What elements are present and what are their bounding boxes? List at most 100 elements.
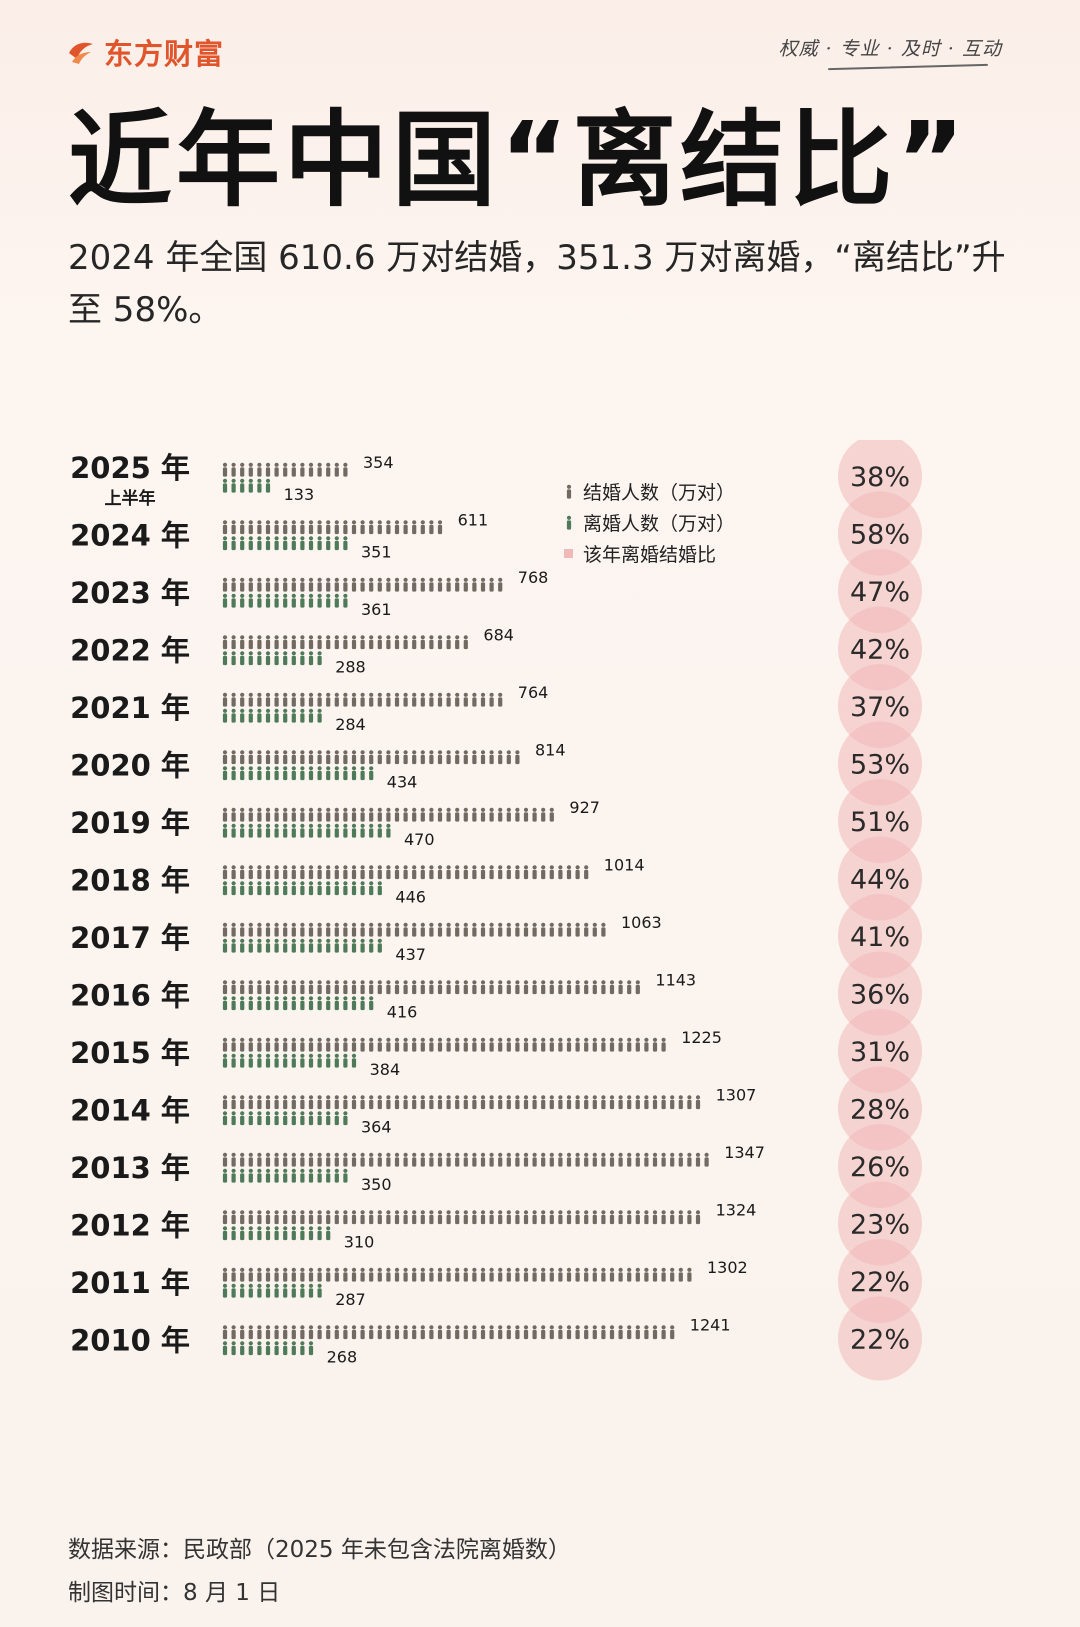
- marriage-person-icon: [661, 1267, 666, 1282]
- marriage-person-icon: [386, 1037, 391, 1052]
- marriage-person-icon: [609, 1037, 615, 1052]
- marriage-person-icon: [627, 1325, 632, 1340]
- marriage-person-icon: [403, 577, 408, 592]
- marriage-person-icon: [498, 980, 503, 995]
- marriage-person-icon: [429, 922, 434, 937]
- marriage-person-icon: [446, 750, 451, 765]
- marriage-person-icon: [437, 865, 443, 880]
- marriage-person-icon: [446, 1210, 451, 1225]
- marriage-person-icon: [386, 1267, 391, 1282]
- divorce-person-icon: [300, 823, 305, 838]
- marriage-person-icon: [437, 1210, 443, 1225]
- marriage-person-icon: [549, 1095, 554, 1110]
- marriage-person-icon: [360, 865, 365, 880]
- marriage-person-icon: [308, 1095, 314, 1110]
- marriage-person-icon: [265, 1037, 271, 1052]
- marriage-person-icon: [498, 1267, 503, 1282]
- year-label: 2020 年: [70, 749, 190, 783]
- divorce-person-icon: [326, 1053, 331, 1068]
- marriage-person-icon: [437, 635, 443, 650]
- marriage-person-icon: [343, 1095, 348, 1110]
- divorce-person-icon: [222, 996, 228, 1011]
- divorce-person-icon: [317, 651, 322, 666]
- divorce-value-label: 268: [327, 1348, 358, 1367]
- marriage-person-icon: [498, 922, 503, 937]
- divorce-person-icon: [351, 823, 357, 838]
- marriage-person-icon: [601, 1267, 606, 1282]
- marriage-person-icon: [455, 1267, 460, 1282]
- marriage-person-icon: [412, 1325, 417, 1340]
- marriage-person-icon: [265, 922, 271, 937]
- marriage-person-icon: [291, 865, 296, 880]
- divorce-person-icon: [334, 766, 339, 781]
- marriage-value-label: 814: [535, 741, 566, 760]
- marriage-value-label: 1143: [655, 971, 696, 990]
- marriage-person-icon: [222, 635, 228, 650]
- marriage-person-icon: [326, 980, 331, 995]
- divorce-person-icon: [334, 938, 339, 953]
- marriage-person-icon: [498, 750, 503, 765]
- marriage-person-icon: [592, 1152, 597, 1167]
- divorce-person-icon: [351, 766, 357, 781]
- marriage-person-icon: [412, 980, 417, 995]
- marriage-person-icon: [248, 980, 253, 995]
- marriage-person-icon: [394, 1095, 400, 1110]
- marriage-person-icon: [222, 1152, 228, 1167]
- chart-row: 2021 年 764 284 37%: [70, 683, 910, 734]
- marriage-person-icon: [265, 1325, 271, 1340]
- marriage-person-icon: [240, 1325, 245, 1340]
- marriage-person-icon: [308, 692, 314, 707]
- marriage-person-icon: [317, 1152, 322, 1167]
- marriage-person-icon: [644, 1095, 649, 1110]
- marriage-person-icon: [429, 1095, 434, 1110]
- marriage-person-icon: [506, 1267, 511, 1282]
- year-label: 2014 年: [70, 1094, 190, 1128]
- marriage-person-icon: [360, 1325, 365, 1340]
- marriage-person-icon: [248, 520, 253, 535]
- divorce-person-icon: [248, 536, 253, 551]
- marriage-person-icon: [446, 692, 451, 707]
- divorce-person-icon: [222, 1341, 228, 1356]
- marriage-person-icon: [248, 1095, 253, 1110]
- divorce-person-icon: [317, 1053, 322, 1068]
- marriage-person-icon: [446, 1152, 451, 1167]
- marriage-person-icon: [609, 1325, 615, 1340]
- marriage-person-icon: [575, 922, 580, 937]
- marriage-person-icon: [377, 577, 382, 592]
- marriage-person-icon: [403, 692, 408, 707]
- marriage-person-icon: [498, 1095, 503, 1110]
- divorce-person-icon: [308, 1111, 314, 1126]
- marriage-person-icon: [472, 1267, 477, 1282]
- marriage-person-icon: [343, 1267, 348, 1282]
- marriage-person-icon: [274, 1037, 279, 1052]
- chart-row: 2020 年 814 434 53%: [70, 741, 910, 792]
- marriage-person-icon: [369, 1037, 374, 1052]
- divorce-person-icon: [240, 708, 245, 723]
- marriage-person-icon: [240, 807, 245, 822]
- marriage-person-icon: [575, 1095, 580, 1110]
- marriage-person-icon: [695, 1152, 701, 1167]
- marriage-person-icon: [248, 1152, 253, 1167]
- marriage-person-icon: [472, 980, 477, 995]
- marriage-person-icon: [463, 1267, 468, 1282]
- marriage-person-icon: [644, 1210, 649, 1225]
- brand-slogan: 权威 · 专业 · 及时 · 互动: [778, 38, 1002, 60]
- marriage-person-icon: [601, 980, 606, 995]
- divorce-person-icon: [222, 1168, 228, 1183]
- marriage-person-icon: [240, 692, 245, 707]
- marriage-person-icon: [403, 1037, 408, 1052]
- year-label: 2019 年: [70, 806, 190, 840]
- divorce-value-label: 437: [395, 945, 426, 964]
- marriage-person-icon: [472, 1325, 477, 1340]
- marriage-person-icon: [360, 1152, 365, 1167]
- divorce-person-icon: [300, 1341, 305, 1356]
- marriage-person-icon: [549, 865, 554, 880]
- marriage-person-icon: [265, 750, 271, 765]
- marriage-person-icon: [334, 462, 339, 477]
- ratio-circle: [838, 491, 922, 576]
- divorce-person-icon: [231, 478, 236, 493]
- marriage-person-icon: [240, 750, 245, 765]
- divorce-person-icon: [377, 938, 382, 953]
- divorce-person-icon: [257, 1111, 262, 1126]
- divorce-person-icon: [334, 1168, 339, 1183]
